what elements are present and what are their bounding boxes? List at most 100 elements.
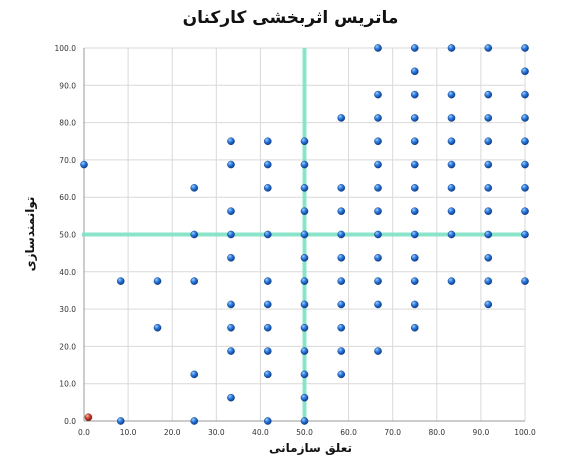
data-point (190, 417, 199, 425)
data-point (374, 184, 382, 192)
data-point (447, 44, 456, 52)
data-point (374, 90, 382, 99)
data-point (300, 370, 309, 379)
y-tick-label: 90.0 (59, 81, 76, 90)
x-tick-label: 40.0 (252, 428, 269, 437)
data-point (153, 323, 162, 332)
data-point (410, 114, 419, 122)
data-point (227, 137, 235, 146)
data-point (227, 300, 235, 309)
data-point (190, 370, 199, 379)
data-point (337, 230, 346, 239)
data-point (484, 300, 493, 309)
data-point (337, 347, 346, 355)
data-point (337, 277, 346, 285)
data-point (300, 230, 309, 239)
y-tick-label: 50.0 (59, 231, 76, 240)
data-point-highlight (84, 413, 93, 422)
data-point (300, 137, 309, 146)
data-point (374, 114, 382, 122)
y-axis-label: توانمندسازی (23, 196, 37, 272)
x-axis-label: تعلق سازمانی (269, 441, 352, 455)
data-point (80, 160, 88, 169)
data-point (227, 254, 235, 262)
data-point (300, 160, 309, 169)
data-point (484, 114, 493, 122)
x-tick-label: 30.0 (208, 428, 225, 437)
x-tick-label: 50.0 (296, 428, 313, 437)
x-tick-label: 90.0 (473, 428, 490, 437)
data-point (447, 207, 456, 215)
data-point (263, 417, 272, 425)
data-point (300, 277, 309, 285)
data-point (521, 67, 529, 76)
data-point (263, 230, 272, 239)
y-tick-label: 70.0 (59, 156, 76, 165)
data-point (521, 44, 529, 52)
data-point (410, 323, 419, 332)
data-point (484, 277, 493, 285)
data-point (521, 90, 529, 99)
data-point (263, 323, 272, 332)
data-point (484, 44, 493, 52)
data-point (300, 300, 309, 309)
chart-title: ماتریس اثربخشی کارکنان (182, 8, 399, 28)
data-point (263, 370, 272, 379)
x-tick-label: 0.0 (78, 428, 90, 437)
data-point (190, 230, 199, 239)
data-point (337, 254, 346, 262)
data-point (447, 277, 456, 285)
data-point (521, 184, 529, 192)
data-point (410, 160, 419, 169)
x-tick-label: 70.0 (384, 428, 401, 437)
data-point (484, 90, 493, 99)
data-point (374, 277, 382, 285)
data-point (410, 67, 419, 76)
data-point (153, 277, 162, 285)
data-point (337, 184, 346, 192)
y-tick-labels: 0.0 10.0 20.0 30.0 40.0 50.0 60.0 70.0 80.0 90.0 1… (55, 44, 77, 426)
data-point (484, 137, 493, 146)
data-point (227, 393, 235, 402)
x-tick-label: 100.0 (514, 428, 536, 437)
data-point (337, 114, 346, 122)
data-point (374, 44, 382, 52)
y-tick-label: 0.0 (64, 417, 76, 426)
data-point (300, 417, 309, 425)
data-point (484, 160, 493, 169)
data-point (447, 230, 456, 239)
data-point (227, 230, 235, 239)
data-point (374, 137, 382, 146)
data-point (410, 184, 419, 192)
data-point (521, 230, 529, 239)
data-point (447, 137, 456, 146)
data-point (337, 300, 346, 309)
data-point (521, 114, 529, 122)
data-point (337, 323, 346, 332)
data-point (116, 417, 125, 425)
data-point (227, 323, 235, 332)
data-point (300, 393, 309, 402)
y-tick-label: 80.0 (59, 119, 76, 128)
data-point (484, 184, 493, 192)
data-point (521, 137, 529, 146)
x-tick-label: 10.0 (120, 428, 137, 437)
y-tick-label: 30.0 (59, 305, 76, 314)
data-point (447, 160, 456, 169)
data-point (300, 254, 309, 262)
data-point (447, 90, 456, 99)
data-point (374, 207, 382, 215)
x-tick-labels: 0.0 10.0 20.0 30.0 40.0 50.0 60.0 70.0 80.0 90.0 1… (78, 428, 536, 437)
data-point (374, 160, 382, 169)
data-point (374, 254, 382, 262)
data-point (263, 347, 272, 355)
data-point (410, 90, 419, 99)
data-point (300, 323, 309, 332)
data-point (263, 160, 272, 169)
data-point (227, 347, 235, 355)
data-point (227, 207, 235, 215)
data-point (410, 207, 419, 215)
x-tick-label: 20.0 (164, 428, 181, 437)
data-point (263, 184, 272, 192)
